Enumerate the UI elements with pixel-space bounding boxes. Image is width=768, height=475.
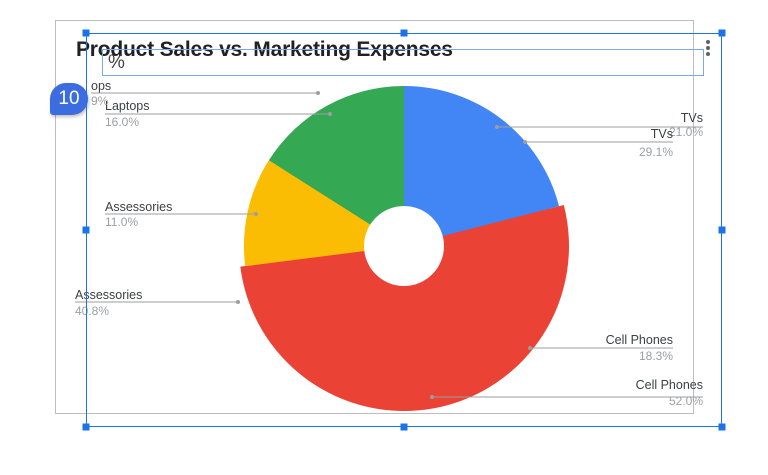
pct-assessories-inner: 40.8% [75,304,109,318]
pct-cell-inner: 18.3% [639,349,673,363]
pct-tvs-inner: 29.1% [639,145,673,159]
resize-handle-left[interactable] [82,226,90,234]
resize-handle-top-left[interactable] [82,29,90,37]
leader-dot [495,125,499,129]
pie-slice-outer-cell_phones[interactable] [240,204,569,411]
label-laptops-inner: ops [91,79,111,93]
label-assessories-inner: Assessories [75,288,142,302]
resize-handle-top[interactable] [400,29,408,37]
label-cell-outer: Cell Phones [636,378,703,392]
leader-dot [523,140,527,144]
label-assessories-outer: Assessories [105,200,172,214]
pie-slice-outer-assessories[interactable] [243,160,404,267]
label-tvs-outer: TVs [681,111,703,125]
label-tvs-inner: TVs [651,127,673,141]
subtitle-box[interactable]: % [102,49,704,76]
leader-dot [316,91,320,95]
resize-handle-bottom[interactable] [400,423,408,431]
pct-laptops-inner: 9% [91,94,109,108]
label-cell-inner: Cell Phones [606,333,673,347]
leader-dot [528,346,532,350]
pie-slice-outer-tvs[interactable] [404,85,560,246]
pct-laptops-outer: 16.0% [105,115,139,129]
leader-dot [254,212,258,216]
subtitle-text: % [108,52,125,73]
collaborator-badge: 10 [50,83,88,115]
resize-handle-bottom-right[interactable] [718,423,726,431]
resize-handle-bottom-left[interactable] [82,423,90,431]
pct-tvs-outer: 21.0% [669,125,703,139]
donut-hole [364,206,444,286]
pct-assessories-outer: 11.0% [105,215,138,229]
label-leaders [75,91,703,399]
leader-dot [236,300,240,304]
pct-cell-outer: 52.0% [669,394,703,408]
label-laptops-outer: Laptops [105,99,149,113]
pie-slice-outer-laptops[interactable] [268,85,404,246]
more-options-icon[interactable] [703,40,713,62]
leader-dot [328,112,332,116]
resize-handle-top-right[interactable] [718,29,726,37]
leader-dot [430,395,434,399]
resize-handle-right[interactable] [718,226,726,234]
